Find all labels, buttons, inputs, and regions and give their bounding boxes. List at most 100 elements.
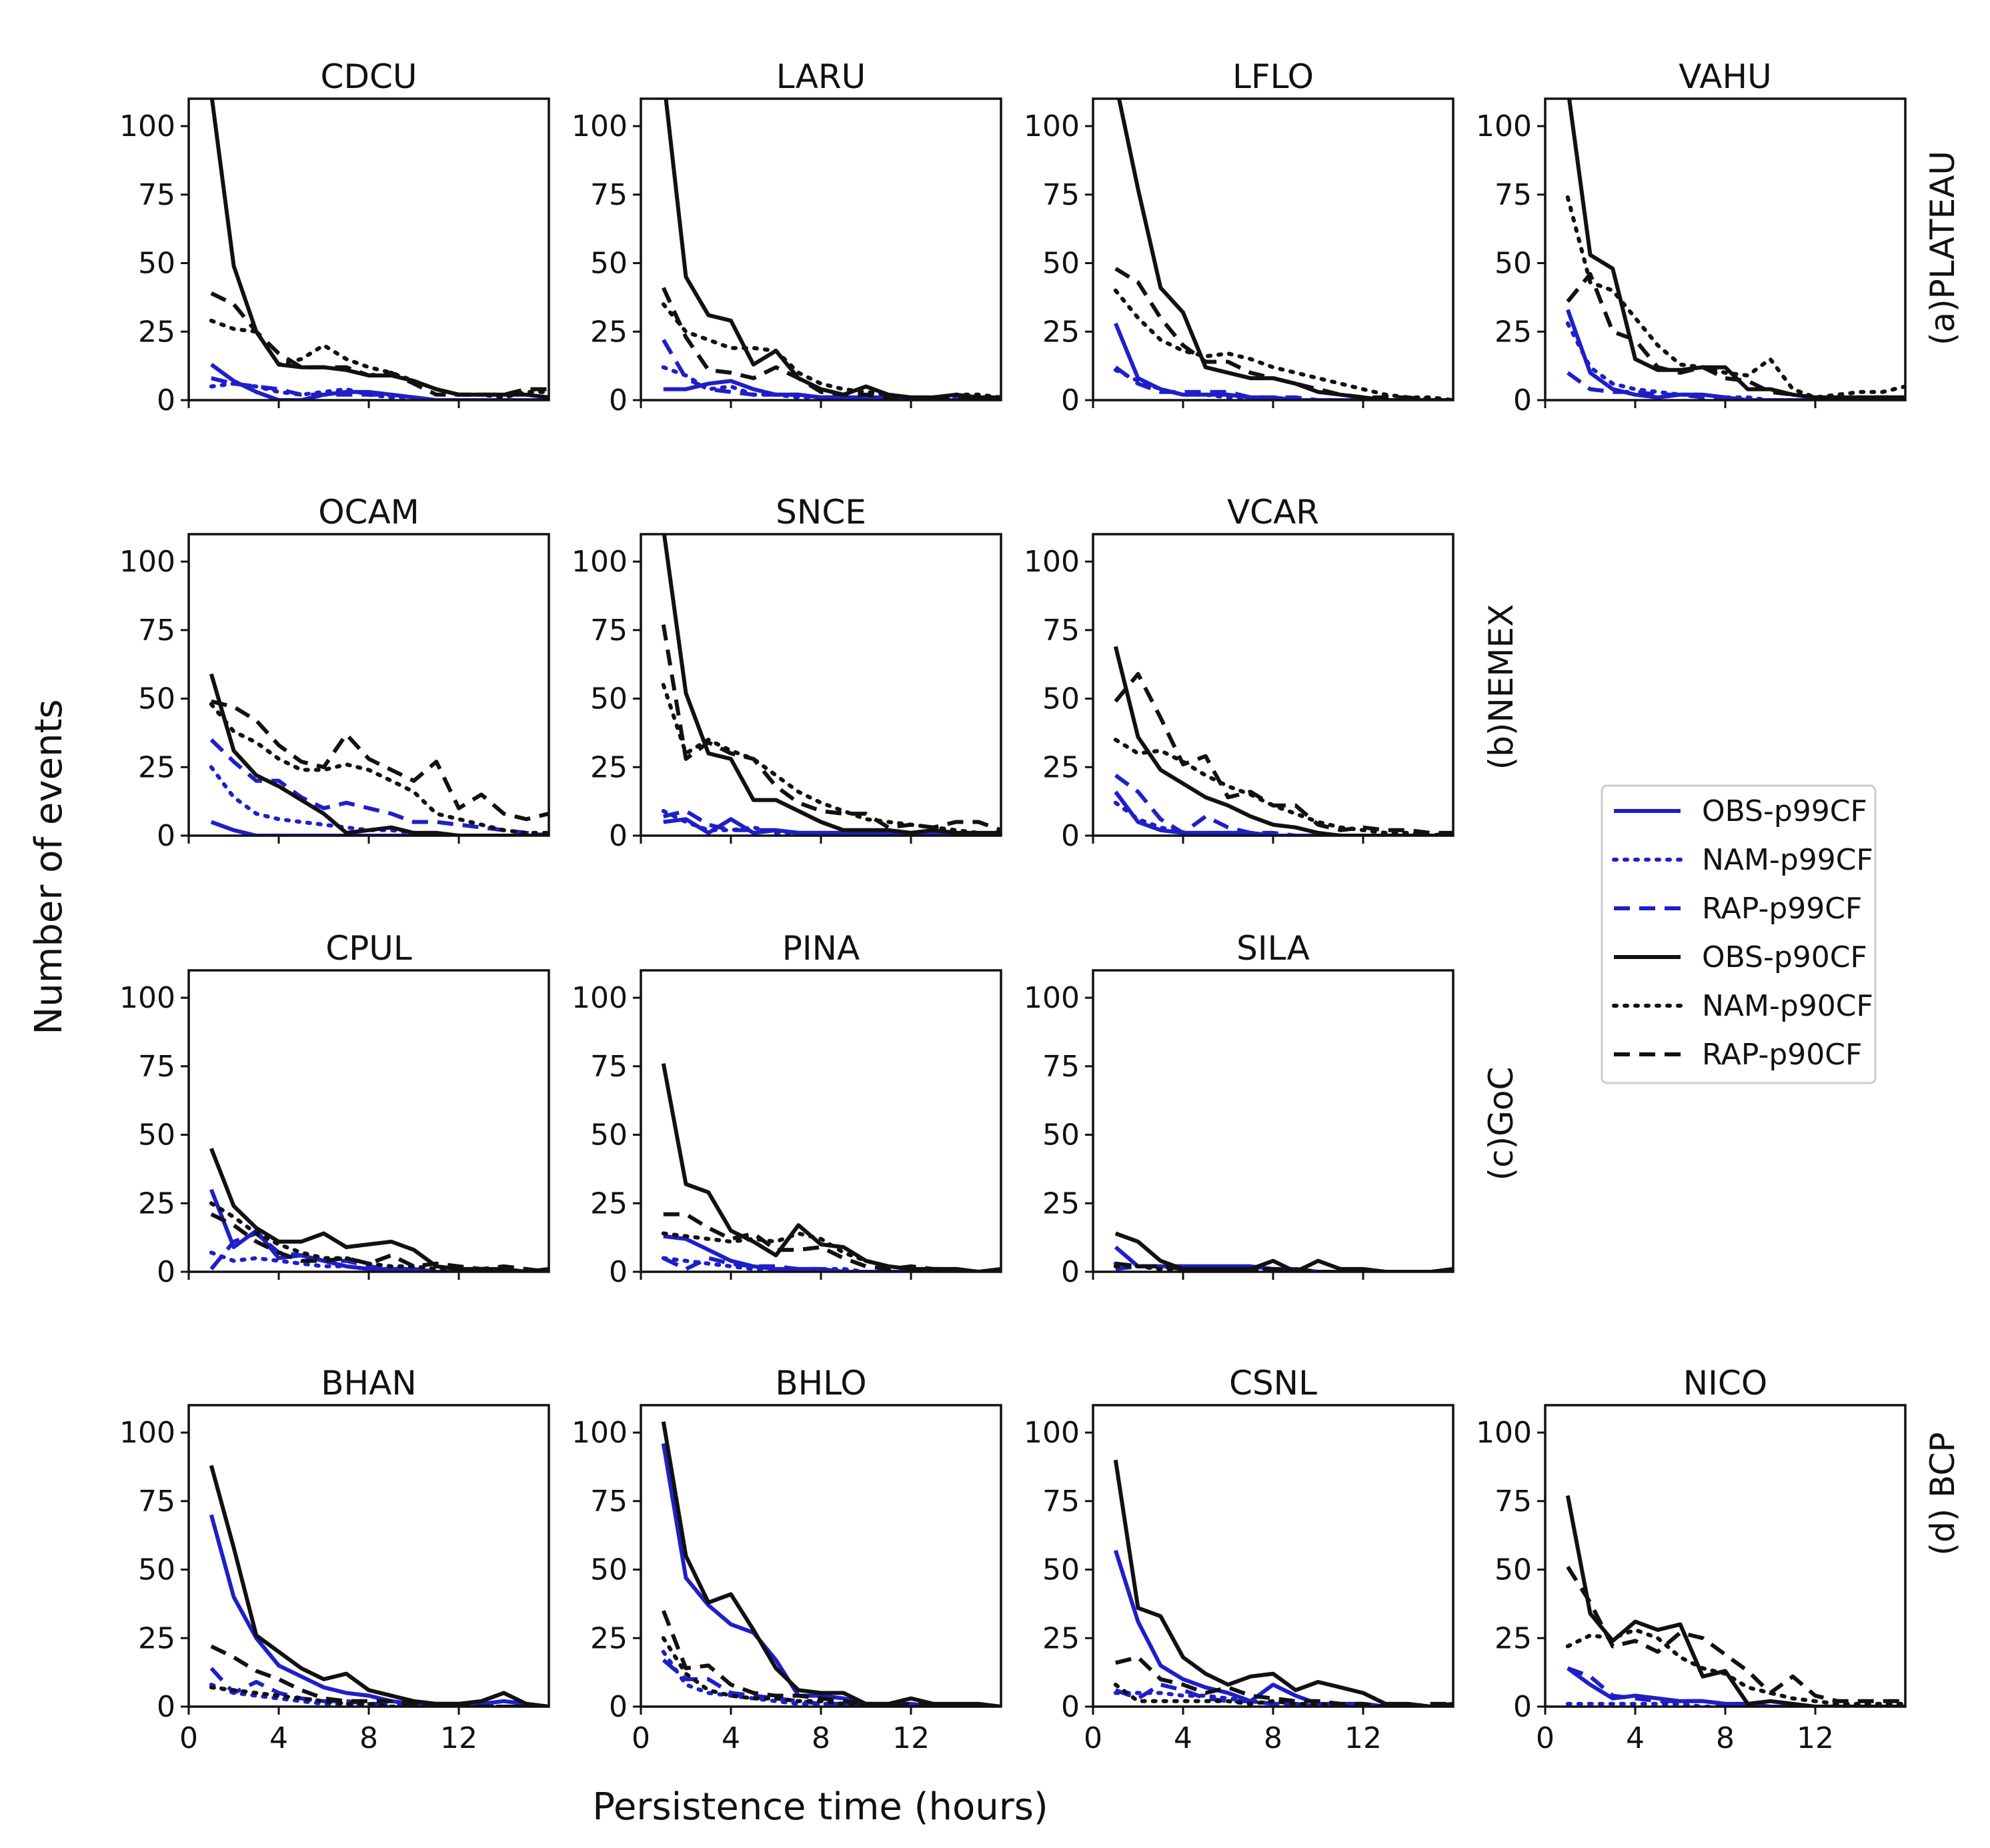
series-rap-p99cf: [1567, 371, 1905, 400]
panel-title: SILA: [1236, 929, 1310, 968]
series-obs-p90cf: [209, 1465, 549, 1707]
y-tick-label: 75: [1042, 614, 1080, 648]
y-tick-label: 100: [119, 981, 175, 1015]
x-tick-label: 12: [1344, 1721, 1382, 1755]
x-tick-label: 0: [1536, 1721, 1555, 1755]
panel-ocam: OCAM 0 25 50 75 100: [119, 493, 550, 853]
series-nam-p90cf: [209, 1685, 549, 1707]
y-tick-label: 100: [1476, 109, 1532, 143]
series-group: [661, 1421, 1001, 1707]
panel-title: CDCU: [321, 57, 417, 96]
series-rap-p90cf: [1566, 272, 1905, 399]
legend-label: OBS-p99CF: [1702, 794, 1867, 828]
y-tick-label: 0: [157, 1690, 175, 1724]
row-label-goc: (c)GoC: [1482, 1067, 1521, 1181]
x-tick-label: 4: [722, 1721, 740, 1755]
y-tick-label: 75: [1042, 1050, 1080, 1084]
y-tick-label: 50: [590, 682, 628, 716]
panel-pina: PINA 0 25 50 75 100: [572, 929, 1002, 1289]
x-tick-label: 4: [1626, 1721, 1645, 1755]
y-tick-label: 50: [138, 1553, 175, 1587]
y-tick-label: 75: [138, 178, 175, 212]
panel-title: LFLO: [1232, 57, 1314, 96]
y-axis-label: Number of events: [27, 699, 71, 1034]
series-group: [209, 1148, 549, 1272]
panels-layer: CDCU 0 25 50 75 100 LARU 0 25 50 75 100 LFLO 0 25 50 75 1…: [119, 57, 1907, 1755]
panel-title: VAHU: [1679, 57, 1771, 96]
y-tick-label: 100: [1024, 109, 1080, 143]
series-nam-p90cf: [1565, 195, 1905, 399]
y-tick-label: 50: [1042, 682, 1080, 716]
legend-label: NAM-p99CF: [1702, 843, 1873, 877]
series-rap-p99cf: [1114, 1683, 1453, 1707]
series-rap-p99cf: [662, 339, 1001, 400]
plot-area: [189, 970, 549, 1272]
panel-snce: SNCE 0 25 50 75 100: [572, 493, 1002, 853]
plot-area: [641, 970, 1001, 1272]
panel-cdcu: CDCU 0 25 50 75 100: [119, 57, 550, 417]
series-nam-p99cf: [661, 1256, 1001, 1272]
series-nam-p90cf: [1565, 1627, 1905, 1706]
legend-items: OBS-p99CF NAM-p99CF RAP-p99CF OBS-p90CF NAM-…: [1612, 794, 1873, 1072]
y-tick-label: 25: [138, 1621, 175, 1655]
y-tick-label: 25: [1042, 315, 1080, 349]
series-group: [661, 1063, 1001, 1272]
y-tick-label: 100: [572, 981, 628, 1015]
x-tick-label: 8: [1716, 1721, 1735, 1755]
y-tick-label: 0: [157, 383, 175, 417]
series-obs-p90cf: [1565, 1495, 1905, 1707]
y-tick-label: 25: [1042, 750, 1080, 784]
x-axis-label: Persistence time (hours): [592, 1785, 1048, 1829]
y-tick-label: 25: [138, 1186, 175, 1220]
series-rap-p99cf: [1114, 365, 1453, 400]
y-tick-label: 50: [1042, 247, 1080, 281]
panel-title: BHLO: [775, 1364, 866, 1403]
series-group: [1113, 1231, 1453, 1272]
panel-nico: NICO 0 25 50 75 100 0 4 8 12: [1476, 1364, 1907, 1755]
row-label-bcp: (d) BCP: [1923, 1432, 1962, 1555]
series-nam-p90cf: [661, 683, 1001, 835]
y-tick-label: 50: [138, 247, 175, 281]
y-tick-label: 25: [1042, 1186, 1080, 1220]
plot-area: [1093, 1405, 1453, 1707]
series-obs-p99cf: [661, 1443, 1001, 1707]
y-tick-label: 25: [590, 315, 628, 349]
x-tick-label: 0: [632, 1721, 650, 1755]
series-nam-p99cf: [1565, 1701, 1905, 1707]
series-rap-p90cf: [662, 287, 1001, 400]
series-obs-p90cf: [662, 534, 1001, 835]
y-tick-label: 0: [157, 1255, 175, 1289]
y-tick-label: 50: [1042, 1553, 1080, 1587]
y-tick-label: 0: [609, 819, 628, 853]
series-nam-p90cf: [209, 318, 549, 399]
panel-title: SNCE: [776, 493, 866, 532]
y-tick-label: 100: [119, 109, 175, 143]
series-nam-p90cf: [1113, 288, 1453, 400]
y-tick-label: 75: [590, 1485, 628, 1519]
panel-title: OCAM: [318, 493, 419, 532]
series-nam-p90cf: [1113, 738, 1453, 836]
series-nam-p99cf: [661, 809, 1001, 836]
y-tick-label: 25: [1495, 1621, 1532, 1655]
series-obs-p99cf: [209, 1514, 549, 1707]
x-tick-label: 12: [892, 1721, 930, 1755]
series-nam-p99cf: [661, 1649, 1001, 1707]
y-tick-label: 100: [1476, 1416, 1532, 1450]
y-tick-label: 75: [138, 1050, 175, 1084]
legend-label: NAM-p90CF: [1702, 989, 1873, 1023]
y-tick-label: 100: [1024, 1416, 1080, 1450]
y-tick-label: 0: [1061, 819, 1080, 853]
panel-cpul: CPUL 0 25 50 75 100: [119, 929, 550, 1289]
y-tick-label: 100: [119, 1416, 175, 1450]
plot-area: [641, 99, 1001, 400]
y-tick-label: 50: [590, 247, 628, 281]
series-nam-p99cf: [1113, 800, 1453, 836]
y-tick-label: 25: [590, 1621, 628, 1655]
series-group: [661, 534, 1001, 836]
panel-title: CSNL: [1229, 1364, 1317, 1403]
y-tick-label: 100: [119, 545, 175, 579]
legend-label: RAP-p90CF: [1702, 1038, 1862, 1072]
y-tick-label: 50: [590, 1118, 628, 1152]
series-nam-p90cf: [661, 1231, 1001, 1272]
plot-area: [641, 534, 1001, 836]
